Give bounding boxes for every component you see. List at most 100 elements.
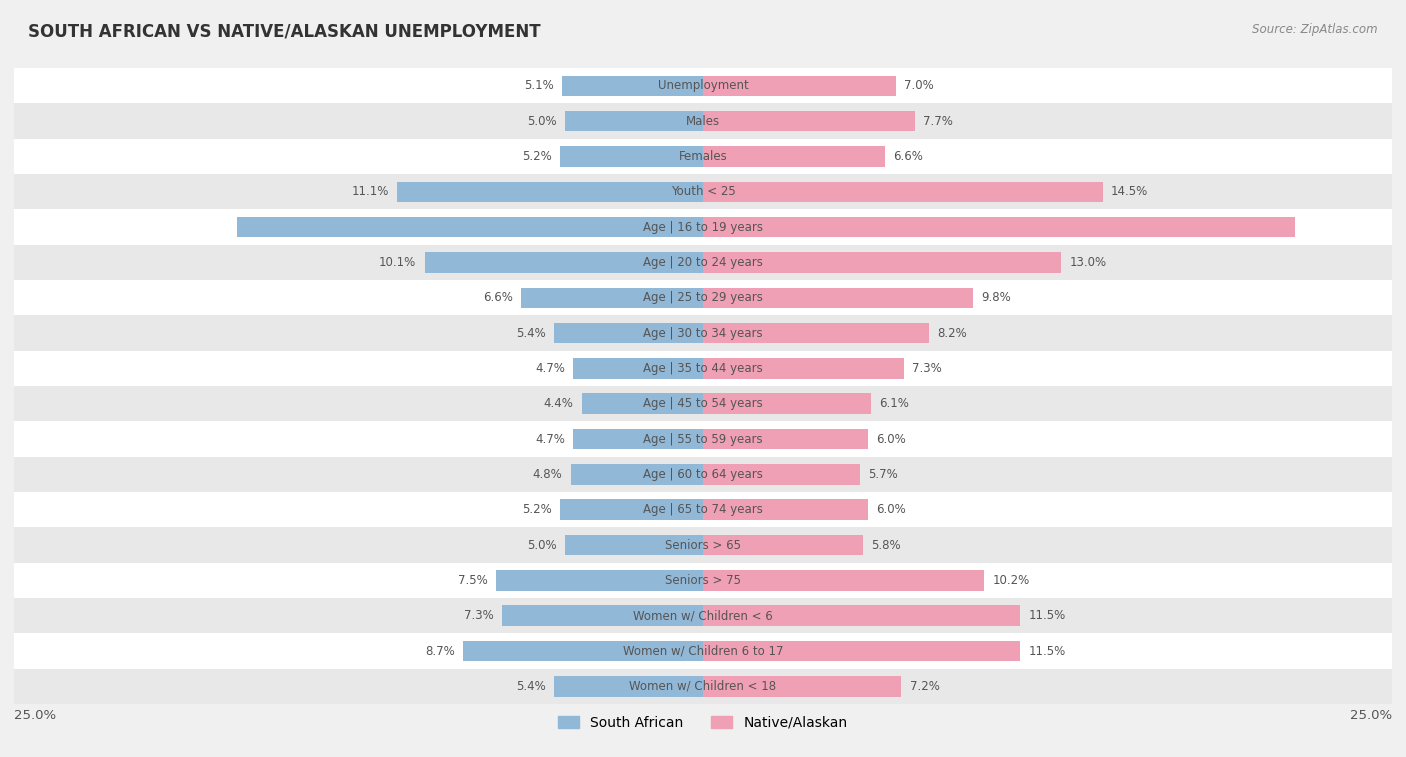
Text: 4.8%: 4.8% — [533, 468, 562, 481]
Bar — [14, 174, 1392, 210]
Bar — [554, 322, 703, 344]
Text: Unemployment: Unemployment — [658, 79, 748, 92]
Text: Females: Females — [679, 150, 727, 163]
Bar — [14, 668, 1392, 704]
Bar — [703, 676, 901, 696]
Text: Women w/ Children < 18: Women w/ Children < 18 — [630, 680, 776, 693]
Text: Males: Males — [686, 114, 720, 128]
Text: 10.2%: 10.2% — [993, 574, 1029, 587]
Text: 6.0%: 6.0% — [876, 503, 907, 516]
Bar — [14, 68, 1392, 104]
Bar — [574, 428, 703, 450]
Text: 25.0%: 25.0% — [1350, 709, 1392, 722]
Bar — [703, 182, 1102, 202]
Bar — [703, 322, 929, 344]
Text: 14.5%: 14.5% — [1111, 185, 1149, 198]
Text: 6.6%: 6.6% — [893, 150, 922, 163]
Bar — [14, 104, 1392, 139]
Bar — [496, 570, 703, 590]
Text: 5.8%: 5.8% — [872, 538, 901, 552]
Bar — [703, 217, 1295, 238]
Bar — [14, 350, 1392, 386]
Bar — [14, 245, 1392, 280]
Bar — [703, 111, 915, 132]
Bar — [14, 528, 1392, 562]
Bar — [14, 210, 1392, 245]
Bar — [560, 146, 703, 167]
Bar — [14, 562, 1392, 598]
Text: Women w/ Children < 6: Women w/ Children < 6 — [633, 609, 773, 622]
Bar — [703, 500, 869, 520]
Bar — [14, 634, 1392, 668]
Text: 5.0%: 5.0% — [527, 114, 557, 128]
Bar — [703, 640, 1019, 662]
Bar — [703, 288, 973, 308]
Text: 5.2%: 5.2% — [522, 503, 551, 516]
Bar — [14, 422, 1392, 456]
Text: 7.0%: 7.0% — [904, 79, 934, 92]
Bar — [554, 676, 703, 696]
Text: 9.8%: 9.8% — [981, 291, 1011, 304]
Bar — [14, 598, 1392, 634]
Text: 5.0%: 5.0% — [527, 538, 557, 552]
Bar — [14, 316, 1392, 350]
Bar — [562, 76, 703, 96]
Text: Age | 25 to 29 years: Age | 25 to 29 years — [643, 291, 763, 304]
Bar — [463, 640, 703, 662]
Text: 25.0%: 25.0% — [14, 709, 56, 722]
Text: 11.5%: 11.5% — [1028, 644, 1066, 658]
Text: 7.3%: 7.3% — [912, 362, 942, 375]
Bar — [560, 500, 703, 520]
Text: 4.7%: 4.7% — [536, 432, 565, 446]
Text: 10.1%: 10.1% — [380, 256, 416, 269]
Bar — [582, 394, 703, 414]
Bar — [14, 139, 1392, 174]
Text: 7.5%: 7.5% — [458, 574, 488, 587]
Text: Women w/ Children 6 to 17: Women w/ Children 6 to 17 — [623, 644, 783, 658]
Text: 7.7%: 7.7% — [924, 114, 953, 128]
Bar — [14, 456, 1392, 492]
Bar — [522, 288, 703, 308]
Text: Age | 60 to 64 years: Age | 60 to 64 years — [643, 468, 763, 481]
Bar — [703, 394, 872, 414]
Text: Age | 45 to 54 years: Age | 45 to 54 years — [643, 397, 763, 410]
Bar — [238, 217, 703, 238]
Text: 16.9%: 16.9% — [191, 220, 229, 234]
Bar — [703, 252, 1062, 273]
Bar — [565, 534, 703, 556]
Text: 5.1%: 5.1% — [524, 79, 554, 92]
Text: 7.2%: 7.2% — [910, 680, 939, 693]
Text: 7.3%: 7.3% — [464, 609, 494, 622]
Bar — [571, 464, 703, 484]
Text: 5.2%: 5.2% — [522, 150, 551, 163]
Text: 21.5%: 21.5% — [1303, 220, 1341, 234]
Text: 5.7%: 5.7% — [869, 468, 898, 481]
Text: 4.4%: 4.4% — [544, 397, 574, 410]
Text: 5.4%: 5.4% — [516, 326, 546, 340]
Bar — [703, 428, 869, 450]
Text: 6.6%: 6.6% — [484, 291, 513, 304]
Text: Youth < 25: Youth < 25 — [671, 185, 735, 198]
Text: Age | 16 to 19 years: Age | 16 to 19 years — [643, 220, 763, 234]
Text: 8.2%: 8.2% — [938, 326, 967, 340]
Text: 6.0%: 6.0% — [876, 432, 907, 446]
Text: 11.1%: 11.1% — [352, 185, 389, 198]
Text: Age | 30 to 34 years: Age | 30 to 34 years — [643, 326, 763, 340]
Legend: South African, Native/Alaskan: South African, Native/Alaskan — [553, 710, 853, 735]
Bar — [703, 76, 896, 96]
Bar — [703, 146, 884, 167]
Bar — [565, 111, 703, 132]
Bar — [574, 358, 703, 378]
Text: 4.7%: 4.7% — [536, 362, 565, 375]
Text: Source: ZipAtlas.com: Source: ZipAtlas.com — [1253, 23, 1378, 36]
Bar — [502, 606, 703, 626]
Text: 6.1%: 6.1% — [879, 397, 910, 410]
Text: SOUTH AFRICAN VS NATIVE/ALASKAN UNEMPLOYMENT: SOUTH AFRICAN VS NATIVE/ALASKAN UNEMPLOY… — [28, 23, 541, 41]
Bar — [14, 492, 1392, 528]
Bar — [703, 606, 1019, 626]
Bar — [703, 570, 984, 590]
Bar — [14, 386, 1392, 422]
Text: 8.7%: 8.7% — [425, 644, 456, 658]
Bar — [703, 358, 904, 378]
Text: Seniors > 65: Seniors > 65 — [665, 538, 741, 552]
